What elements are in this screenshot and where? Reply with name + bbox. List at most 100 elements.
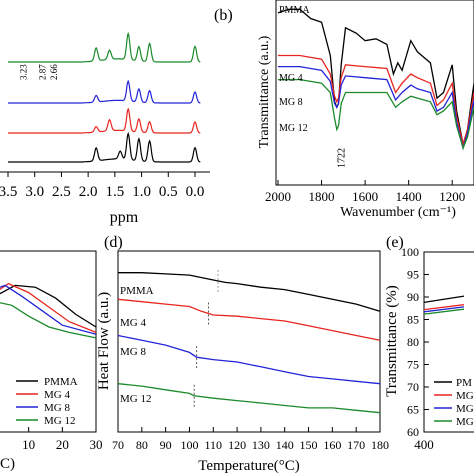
panel-a: 3.23 2.87 2.66 3.5 3.0 2.5 2.0 1.5 1.0 0.5 0.0 pp… xyxy=(0,31,210,226)
a-x-tick-label: 3.0 xyxy=(25,184,44,200)
d-x-tick-label: 120 xyxy=(228,438,246,452)
nmr-peak-label: 3.23 xyxy=(18,64,28,80)
d-x-tick-label: 140 xyxy=(276,438,294,452)
e-y-tick-label: 90 xyxy=(407,290,419,304)
d-y-label: Heat Flow (a.u.) xyxy=(96,292,112,390)
e-y-tick-label: 70 xyxy=(407,380,419,394)
e-series xyxy=(423,308,465,315)
e-y-label: Transmittance (%) xyxy=(384,285,400,397)
c-series xyxy=(0,302,97,339)
a-x-ticks: 3.5 3.0 2.5 2.0 1.5 1.0 0.5 0.0 xyxy=(0,172,204,200)
a-x-label: ppm xyxy=(110,209,139,226)
b-x-tick-label: 1200 xyxy=(439,189,465,204)
c-x-tick-label: 20 xyxy=(56,437,69,452)
b-x-tick-label: 1800 xyxy=(309,189,335,204)
d-x-tick-label: 80 xyxy=(136,438,148,452)
nmr-spectrum-2 xyxy=(8,79,201,104)
a-x-tick-label: 1.5 xyxy=(105,184,124,200)
b-y-label: Transmittance (a.u.) xyxy=(257,35,272,148)
ftir-series-label: MG 8 xyxy=(279,97,303,108)
e-y-tick-label: 60 xyxy=(407,425,419,439)
nmr-spectrum-4 xyxy=(8,131,201,163)
d-x-tick-label: 90 xyxy=(160,438,172,452)
e-y-tick-label: 95 xyxy=(407,268,419,282)
nmr-spectrum-1 xyxy=(8,31,201,63)
b-x-label: Wavenumber (cm⁻¹) xyxy=(340,205,456,220)
c-x-label-fragment: C) xyxy=(0,456,15,472)
ftir-series xyxy=(278,78,474,150)
e-legend-label: MG xyxy=(456,403,474,415)
ftir-series-label: PMMA xyxy=(279,5,310,16)
e-y-tick-label: 85 xyxy=(407,313,419,327)
ftir-spectra xyxy=(277,8,474,151)
d-tg-markers xyxy=(193,269,219,407)
d-x-tick-label: 160 xyxy=(323,438,341,452)
nmr-spectrum-3 xyxy=(8,107,201,134)
a-x-tick-label: 1.0 xyxy=(132,184,151,200)
b-plot-frame xyxy=(275,0,474,186)
e-legend-label: MG xyxy=(456,390,474,402)
b-panel-tag: (b) xyxy=(214,7,233,24)
d-x-tick-label: 70 xyxy=(112,438,124,452)
dsc-series-label: PMMA xyxy=(120,285,154,297)
d-panel-tag: (d) xyxy=(104,234,123,251)
e-legend-label: MG xyxy=(456,416,474,428)
dsc-series-label: MG 12 xyxy=(120,393,151,405)
d-x-tick-label: 110 xyxy=(204,438,222,452)
d-x-label: Temperature(°C) xyxy=(198,458,300,474)
c-x-tick-label: 30 xyxy=(90,437,103,452)
dsc-curves xyxy=(117,272,381,414)
e-x-ticks: 400 xyxy=(414,437,434,452)
c-plot-frame xyxy=(0,250,97,433)
panel-d: (d) PMMA MG 4 MG 8 MG 12 70 80 90 100 110 120 130… xyxy=(96,234,389,474)
c-legend-label: MG 4 xyxy=(44,389,70,401)
b-x-ticks: 2000 1800 1600 1400 1200 xyxy=(265,180,465,204)
d-x-tick-label: 170 xyxy=(347,438,365,452)
e-y-tick-label: 80 xyxy=(407,335,419,349)
e-x-tick-label: 400 xyxy=(414,437,434,452)
c-curves xyxy=(0,282,97,339)
b-x-tick-label: 1400 xyxy=(396,189,422,204)
dsc-series xyxy=(117,298,381,341)
ftir-series xyxy=(277,8,474,145)
a-x-tick-label: 2.0 xyxy=(79,184,98,200)
b-x-tick-label: 1600 xyxy=(352,189,378,204)
d-x-ticks: 70 80 90 100 110 120 130 140 150 160 170 180 xyxy=(112,427,389,452)
e-series xyxy=(423,304,465,311)
nmr-spectra xyxy=(8,31,201,163)
ftir-series-label: MG 12 xyxy=(279,123,308,134)
d-x-tick-label: 180 xyxy=(371,438,389,452)
e-y-tick-label: 75 xyxy=(407,358,419,372)
c-x-tick-label: 10 xyxy=(22,437,35,452)
c-x-ticks: 10 20 30 xyxy=(22,427,103,452)
nmr-peak-labels: 3.23 2.87 2.66 xyxy=(18,64,58,80)
e-y-tick-label: 100 xyxy=(401,245,419,259)
c-legend-label: MG 12 xyxy=(44,415,75,427)
dsc-series-label: MG 8 xyxy=(120,346,146,358)
c-series xyxy=(0,284,97,335)
dsc-series xyxy=(118,272,381,312)
d-series-labels: PMMA MG 4 MG 8 MG 12 xyxy=(120,285,154,405)
c-legend-label: MG 8 xyxy=(44,402,70,414)
b-x-tick-label: 2000 xyxy=(265,189,291,204)
e-y-tick-label: 65 xyxy=(407,403,419,417)
ftir-series xyxy=(278,54,474,147)
ftir-series xyxy=(278,65,474,151)
e-y-ticks: 60 65 70 75 80 85 90 95 100 xyxy=(401,245,429,439)
a-x-tick-label: 3.5 xyxy=(0,184,17,200)
d-x-tick-label: 150 xyxy=(300,438,318,452)
b-series-labels: PMMA MG 4 MG 8 MG 12 1722 xyxy=(279,5,348,168)
a-x-tick-label: 0.5 xyxy=(159,184,178,200)
panel-b: (b) PMMA MG 4 MG 8 MG 12 1722 2000 1800 1600 14… xyxy=(214,0,474,220)
e-series xyxy=(423,306,465,313)
nmr-peak-label: 2.66 xyxy=(49,64,59,80)
a-x-tick-label: 2.5 xyxy=(52,184,71,200)
d-x-tick-label: 130 xyxy=(252,438,270,452)
peak-annotation-1722: 1722 xyxy=(337,148,348,168)
e-curves xyxy=(423,295,465,315)
